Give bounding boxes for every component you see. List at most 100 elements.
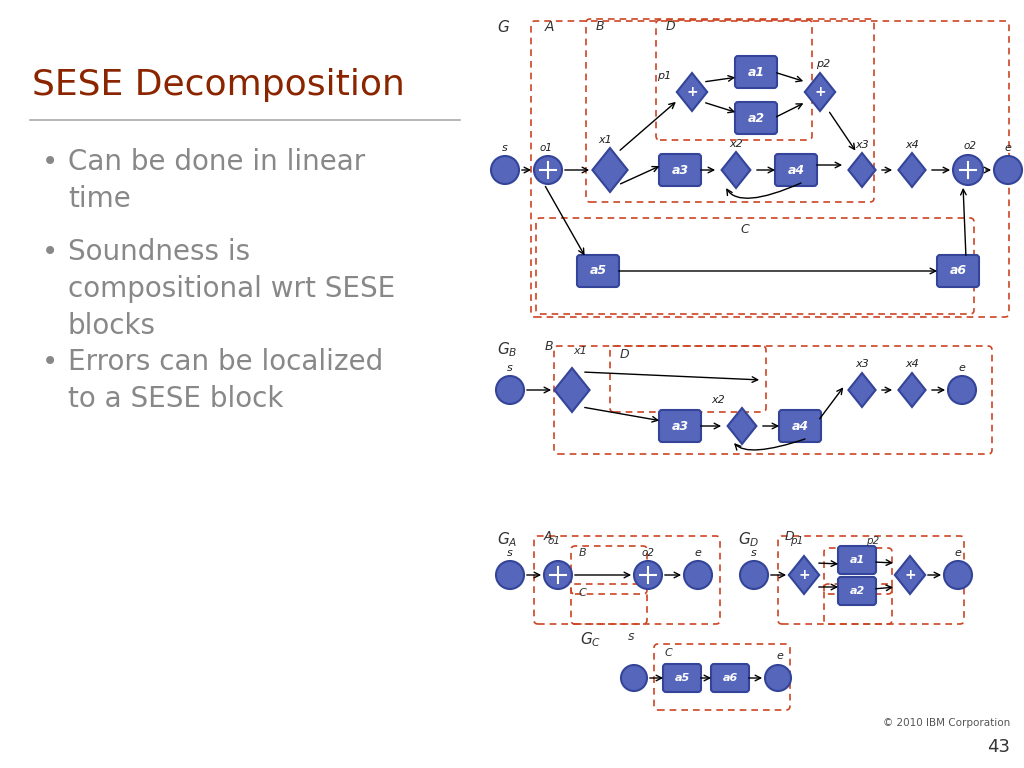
Circle shape [544, 561, 572, 589]
Polygon shape [788, 556, 819, 594]
Polygon shape [554, 368, 590, 412]
FancyBboxPatch shape [838, 577, 876, 605]
FancyBboxPatch shape [735, 102, 777, 134]
Text: x3: x3 [855, 359, 869, 369]
Text: a3: a3 [672, 419, 688, 432]
FancyBboxPatch shape [577, 255, 618, 287]
Text: s: s [752, 548, 757, 558]
Text: o2: o2 [964, 141, 977, 151]
FancyArrowPatch shape [735, 439, 805, 450]
Circle shape [634, 561, 662, 589]
FancyBboxPatch shape [779, 410, 821, 442]
Text: x2: x2 [729, 139, 742, 149]
FancyBboxPatch shape [663, 664, 701, 692]
Text: +: + [798, 568, 810, 582]
Text: •: • [42, 148, 58, 176]
Text: $G_A$: $G_A$ [497, 530, 517, 548]
Text: B: B [579, 548, 587, 558]
Text: s: s [507, 363, 513, 373]
Text: e: e [776, 651, 783, 661]
Text: •: • [42, 348, 58, 376]
Text: s: s [628, 630, 635, 643]
Polygon shape [677, 73, 708, 111]
Polygon shape [849, 153, 876, 187]
Text: x1: x1 [598, 135, 612, 145]
Text: a4: a4 [787, 164, 805, 177]
Circle shape [740, 561, 768, 589]
Text: x1: x1 [573, 346, 587, 356]
Text: A: A [545, 20, 555, 34]
Text: a1: a1 [849, 555, 864, 565]
Text: •: • [42, 238, 58, 266]
Text: 43: 43 [987, 738, 1010, 756]
Text: C: C [579, 588, 587, 598]
Text: s: s [502, 143, 508, 153]
Text: A: A [544, 530, 553, 543]
Text: D: D [620, 348, 630, 361]
Polygon shape [805, 73, 836, 111]
Text: C: C [740, 223, 750, 236]
FancyBboxPatch shape [735, 56, 777, 88]
Text: p2: p2 [866, 536, 880, 546]
FancyBboxPatch shape [937, 255, 979, 287]
Circle shape [765, 665, 791, 691]
Text: +: + [814, 85, 825, 99]
Text: +: + [904, 568, 915, 582]
Text: a4: a4 [792, 419, 809, 432]
Text: a2: a2 [748, 111, 765, 124]
Circle shape [621, 665, 647, 691]
Circle shape [953, 155, 983, 185]
Circle shape [496, 561, 524, 589]
Text: a6: a6 [722, 673, 737, 683]
Polygon shape [895, 556, 926, 594]
Text: p1: p1 [790, 536, 803, 546]
FancyBboxPatch shape [659, 154, 701, 186]
Circle shape [490, 156, 519, 184]
Text: o1: o1 [548, 536, 561, 546]
Text: a5: a5 [675, 673, 689, 683]
Text: o1: o1 [540, 143, 553, 153]
Text: e: e [694, 548, 701, 558]
Text: x4: x4 [905, 140, 919, 150]
Polygon shape [898, 373, 926, 407]
Circle shape [496, 376, 524, 404]
Text: B: B [596, 20, 604, 33]
Text: D: D [666, 20, 676, 33]
Text: a1: a1 [748, 65, 765, 78]
Text: a6: a6 [949, 264, 967, 277]
Polygon shape [722, 152, 751, 188]
Text: a2: a2 [849, 586, 864, 596]
Text: o2: o2 [641, 548, 654, 558]
Text: a5: a5 [590, 264, 606, 277]
Text: $G_D$: $G_D$ [738, 530, 760, 548]
Polygon shape [593, 148, 628, 192]
Circle shape [684, 561, 712, 589]
Circle shape [944, 561, 972, 589]
Text: Errors can be localized
to a SESE block: Errors can be localized to a SESE block [68, 348, 383, 413]
Text: +: + [686, 85, 697, 99]
Text: G: G [497, 20, 509, 35]
FancyBboxPatch shape [711, 664, 749, 692]
Text: C: C [665, 648, 673, 658]
Text: D: D [785, 530, 795, 543]
Polygon shape [898, 153, 926, 187]
Text: x2: x2 [711, 395, 725, 405]
Text: $G_C$: $G_C$ [580, 630, 601, 649]
Text: p2: p2 [816, 59, 830, 69]
Circle shape [948, 376, 976, 404]
Text: Can be done in linear
time: Can be done in linear time [68, 148, 366, 213]
FancyBboxPatch shape [659, 410, 701, 442]
Text: $G_B$: $G_B$ [497, 340, 517, 359]
FancyArrowPatch shape [727, 183, 801, 198]
Circle shape [994, 156, 1022, 184]
Text: e: e [958, 363, 966, 373]
Text: a3: a3 [672, 164, 688, 177]
Circle shape [534, 156, 562, 184]
Text: e: e [954, 548, 962, 558]
Text: x3: x3 [855, 140, 869, 150]
Text: p1: p1 [656, 71, 671, 81]
Text: B: B [545, 340, 554, 353]
Polygon shape [728, 408, 757, 444]
Polygon shape [849, 373, 876, 407]
Text: x4: x4 [905, 359, 919, 369]
